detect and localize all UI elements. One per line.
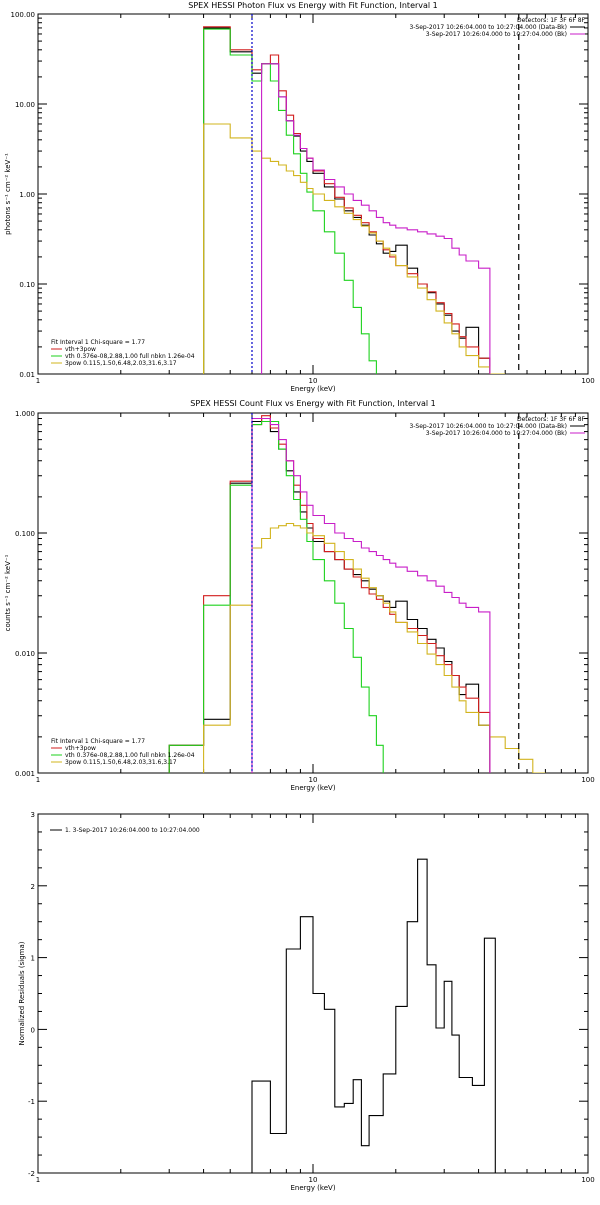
- y-tick-label: 100.00: [11, 11, 36, 19]
- x-tick-label: 1: [36, 776, 40, 784]
- legend-entry: vth 0.376e-08,2.88,1.00 full nbkn 1.26e-…: [65, 752, 195, 759]
- y-tick-label: 1.00: [19, 191, 35, 199]
- series-green: [169, 421, 383, 773]
- y-tick-label: 10.00: [15, 101, 35, 109]
- y-axis-label: photons s⁻¹ cm⁻² keV⁻¹: [4, 153, 12, 235]
- fit-interval-label: Fit Interval 1 Chi-square = 1.77: [51, 738, 145, 745]
- y-tick-label: 0.010: [15, 650, 35, 658]
- series-line-green: [169, 422, 383, 774]
- x-tick-label: 100: [581, 377, 594, 385]
- series-red: [204, 27, 490, 374]
- plot-area: [252, 859, 495, 1173]
- series-line-magenta: [262, 64, 490, 374]
- detectors-label: Detectors: 1F 3F 6F 8F: [517, 17, 586, 24]
- legend-entry: 1. 3-Sep-2017 10:26:04.000 to 10:27:04.0…: [65, 827, 200, 834]
- y-tick-label: 3: [31, 811, 35, 819]
- y-axis-label: counts s⁻¹ cm⁻² keV⁻¹: [4, 554, 12, 631]
- y-axis-label: Normalized Residuals (sigma): [18, 941, 26, 1045]
- series-black: [204, 28, 490, 374]
- time-range-label: 3-Sep-2017 10:26:04.000 to 10:27:04.000 …: [409, 423, 567, 430]
- plot-area: [204, 27, 506, 374]
- x-tick-label: 10: [309, 776, 318, 784]
- x-tick-label: 1: [36, 1176, 40, 1184]
- x-axis-label: Energy (keV): [290, 784, 335, 792]
- series-black: [252, 859, 495, 1173]
- x-tick-label: 10: [309, 1176, 318, 1184]
- x-axis-label: Energy (keV): [290, 385, 335, 393]
- chart-panel-3: 1 10 100 Energy (keV) -2 -1 0 1 2 3 Normalized Res…: [18, 811, 595, 1192]
- plot-frame: [38, 413, 588, 773]
- series-line-green: [204, 29, 377, 374]
- series-line-black: [204, 28, 490, 374]
- y-tick-label: 0.001: [15, 770, 35, 778]
- time-range-label: 3-Sep-2017 10:26:04.000 to 10:27:04.000 …: [426, 31, 567, 38]
- series-line-black: [252, 859, 495, 1173]
- series-gold: [204, 523, 546, 773]
- y-tick-label: 0.10: [19, 281, 35, 289]
- y-tick-label: 1: [31, 955, 35, 963]
- x-tick-label: 100: [581, 1176, 594, 1184]
- series-line-red: [204, 27, 490, 374]
- x-tick-label: 100: [581, 776, 594, 784]
- legend-entry: vth 0.376e-08,2.88,1.00 full nbkn 1.26e-…: [65, 353, 195, 360]
- chart-panel-1: SPEX HESSI Photon Flux vs Energy with Fi…: [4, 1, 595, 393]
- legend-entry: vth+3pow: [65, 346, 96, 353]
- y-tick-label: 0.100: [15, 530, 35, 538]
- chart-title: SPEX HESSI Count Flux vs Energy with Fit…: [190, 399, 435, 408]
- legend-entry: 3pow 0.115,1.50,6.48,2.03,31.6,3.17: [65, 360, 177, 367]
- y-tick-label: 0: [31, 1026, 35, 1034]
- y-tick-label: 0.01: [19, 371, 35, 379]
- chart-title: SPEX HESSI Photon Flux vs Energy with Fi…: [188, 1, 438, 10]
- y-tick-label: -1: [28, 1098, 35, 1106]
- detectors-label: Detectors: 1F 3F 6F 8F: [517, 416, 586, 423]
- series-line-magenta: [252, 419, 490, 774]
- chart-panel-2: SPEX HESSI Count Flux vs Energy with Fit…: [4, 399, 595, 792]
- series-magenta: [252, 418, 490, 773]
- fit-interval-label: Fit Interval 1 Chi-square = 1.77: [51, 339, 145, 346]
- y-tick-label: 2: [31, 883, 35, 891]
- y-tick-label: -2: [28, 1170, 35, 1178]
- y-tick-label: 1.000: [15, 410, 35, 418]
- x-tick-label: 1: [36, 377, 40, 385]
- time-range-label: 3-Sep-2017 10:26:04.000 to 10:27:04.000 …: [409, 24, 567, 31]
- x-axis-label: Energy (keV): [290, 1184, 335, 1192]
- series-green: [204, 29, 377, 374]
- legend-entry: vth+3pow: [65, 745, 96, 752]
- plot-area: [169, 416, 545, 773]
- time-range-label: 3-Sep-2017 10:26:04.000 to 10:27:04.000 …: [426, 430, 567, 437]
- legend-entry: 3pow 0.115,1.50,6.48,2.03,31.6,3.17: [65, 759, 177, 766]
- x-tick-label: 10: [309, 377, 318, 385]
- series-magenta: [262, 64, 490, 374]
- series-line-gold: [204, 524, 546, 774]
